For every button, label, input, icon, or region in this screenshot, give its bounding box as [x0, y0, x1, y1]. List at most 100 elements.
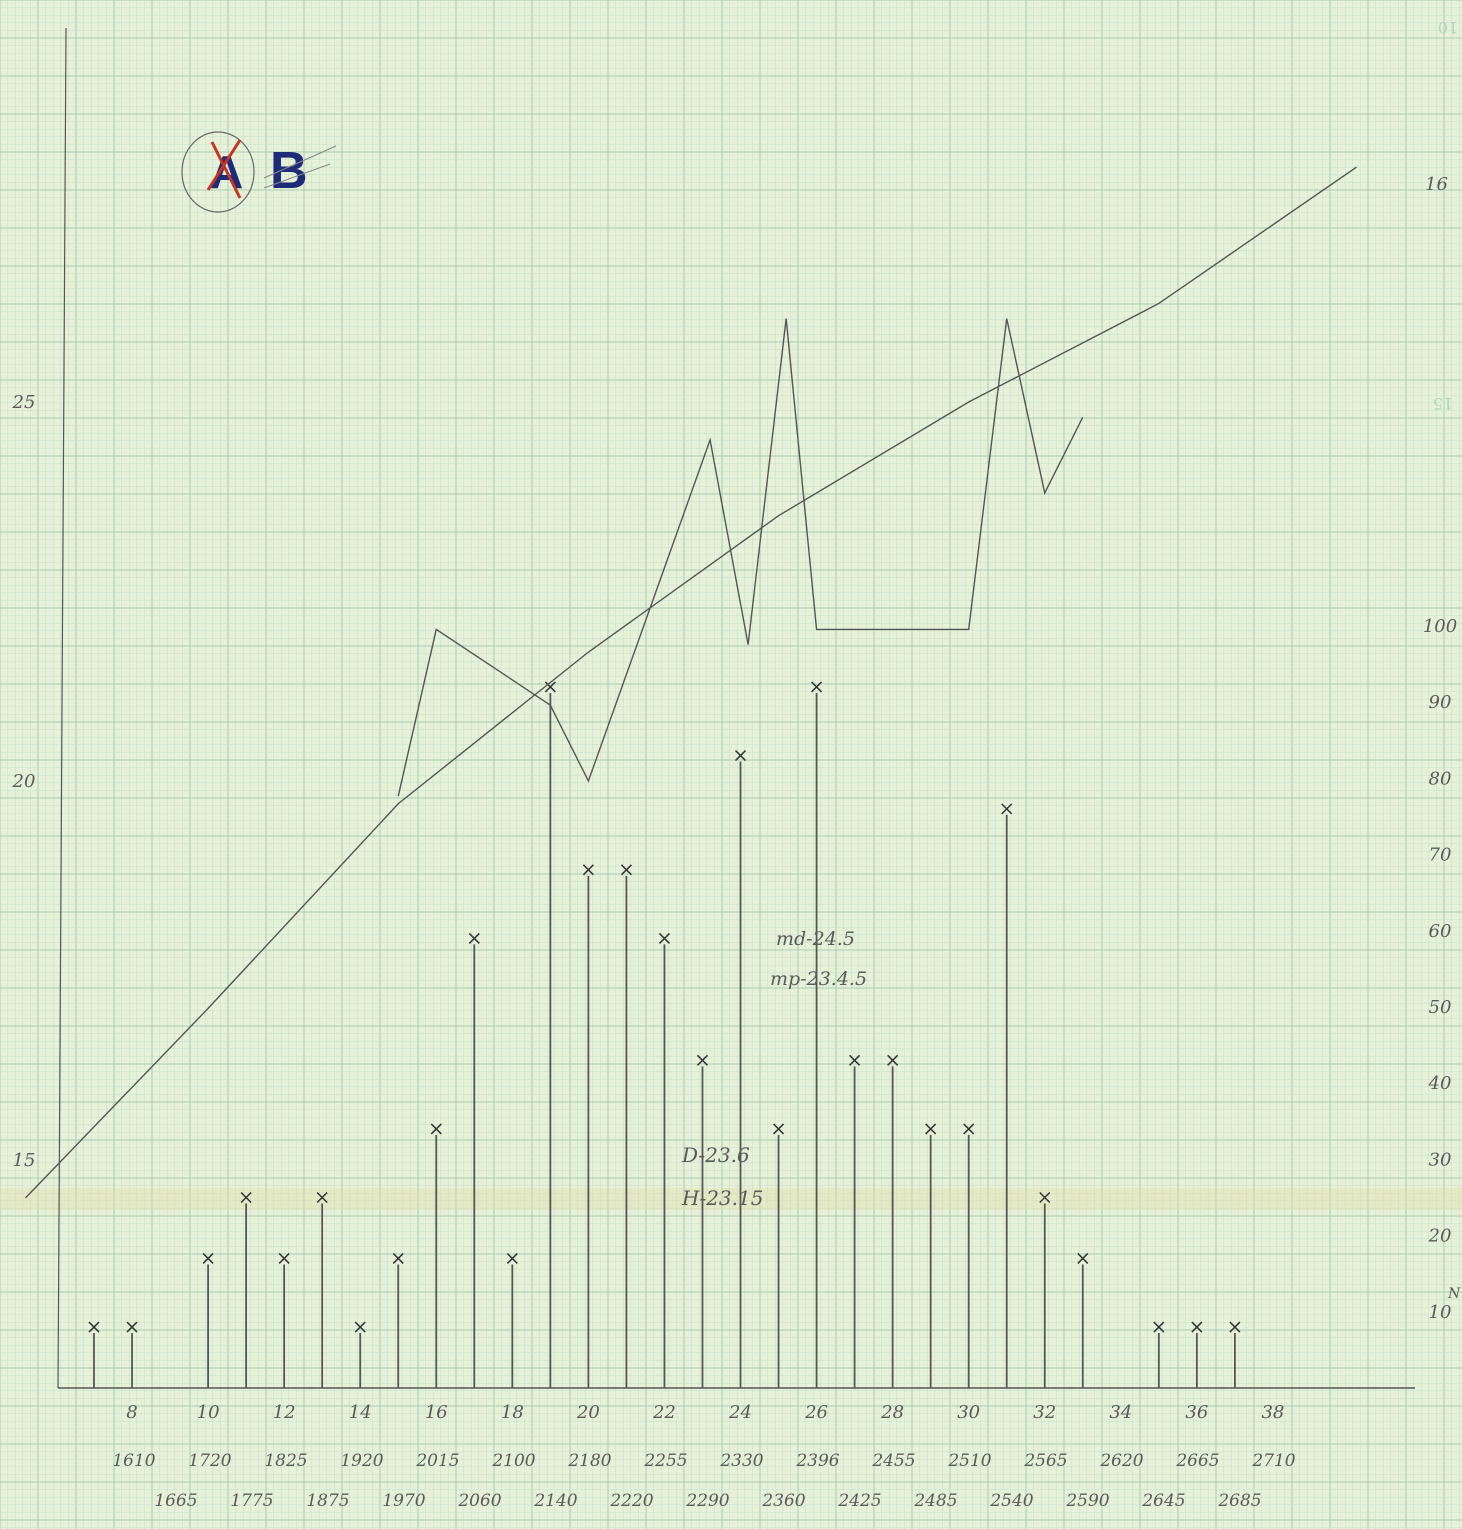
bar-top-marker: [544, 681, 556, 693]
red-cross-mark: [206, 139, 242, 199]
x-tick-label: 32: [1033, 1402, 1056, 1423]
size-row1-label: 2710: [1251, 1451, 1295, 1471]
x-tick-label: 24: [728, 1402, 752, 1423]
x-tick-label: 22: [652, 1402, 676, 1423]
size-row2-label: 2425: [837, 1491, 881, 1511]
label-b: B: [270, 142, 308, 200]
size-row1-label: 2100: [491, 1451, 535, 1471]
size-row1-label: 2455: [871, 1451, 915, 1471]
x-tick-label: 10: [197, 1402, 220, 1423]
size-row1-label: 2665: [1175, 1451, 1219, 1471]
bar-top-marker: [1153, 1321, 1165, 1333]
size-row2-label: 1875: [306, 1491, 349, 1511]
bar-top-marker: [1191, 1321, 1203, 1333]
size-row2-label: 1775: [230, 1491, 273, 1511]
size-row2-label: 1970: [382, 1491, 425, 1511]
left-y-tick-label: 25: [12, 392, 36, 413]
bar-top-marker: [849, 1054, 861, 1066]
grid-number-top: 10: [1438, 18, 1458, 37]
bar-top-marker: [582, 864, 594, 876]
size-row2-label: 2645: [1141, 1491, 1185, 1511]
bar-top-marker: [126, 1321, 138, 1333]
line-series: [25, 166, 1357, 1199]
grid-number-mid: 15: [1433, 394, 1453, 413]
size-row2-label: 2590: [1065, 1491, 1109, 1511]
bar-top-marker: [1077, 1252, 1089, 1264]
size-row2-label: 1665: [154, 1491, 197, 1511]
right-y-tick-label: 100: [1423, 616, 1457, 637]
annotation-md: md-24.5: [776, 928, 855, 950]
bar-top-marker: [1229, 1321, 1241, 1333]
left-vertical-axis: [57, 27, 67, 1389]
right-y-tick-label: 10: [1429, 1302, 1452, 1323]
curve-end-number: 16: [1425, 174, 1448, 195]
size-row1-label: 2396: [795, 1451, 839, 1471]
size-row2-label: 2485: [913, 1491, 957, 1511]
right-y-tick-label: 70: [1429, 845, 1452, 866]
right-y-tick-label: 20: [1428, 1226, 1452, 1247]
bar-top-marker: [316, 1191, 328, 1204]
annotation-h: H-23.15: [681, 1186, 763, 1210]
size-row1-label: 2330: [719, 1451, 763, 1471]
x-tick-label: 26: [804, 1402, 828, 1423]
right-y-tick-label: 60: [1429, 921, 1452, 942]
bar-top-marker: [1001, 803, 1013, 815]
x-tick-label: 38: [1261, 1402, 1284, 1423]
bar-top-marker: [620, 864, 632, 876]
bar-top-marker: [773, 1123, 785, 1135]
size-row1-label: 1825: [264, 1451, 307, 1471]
bar-top-marker: [734, 750, 747, 762]
x-tick-label: 20: [576, 1402, 600, 1423]
bar-top-marker: [278, 1252, 290, 1264]
size-row1-label: 2620: [1099, 1451, 1143, 1471]
axis-tick-labels: 8 10 12 14 16 18 20 22 24 26 28 30 32 34 36 38 10 20 30 40 5…: [12, 392, 1461, 1511]
x-tick-label: 12: [273, 1402, 296, 1423]
right-axis-label: N: [1447, 1286, 1461, 1302]
bar-top-marker: [506, 1252, 518, 1264]
x-tick-label: 30: [957, 1402, 980, 1423]
x-tick-label: 34: [1109, 1402, 1132, 1423]
x-tick-label: 28: [880, 1402, 904, 1423]
size-row1-label: 2255: [643, 1451, 687, 1471]
histogram-bars: [88, 681, 1241, 1388]
x-tick-label: 16: [425, 1402, 448, 1423]
size-row2-label: 2220: [609, 1491, 653, 1511]
yellow-stain-band: [0, 1188, 1462, 1210]
right-y-tick-label: 50: [1429, 997, 1452, 1018]
right-y-tick-label: 80: [1429, 768, 1452, 789]
bar-top-marker: [811, 681, 823, 693]
size-row1-label: 2180: [567, 1451, 611, 1471]
bar-top-marker: [963, 1123, 975, 1135]
annotation-mp: mp-23.4.5: [770, 968, 867, 990]
size-row2-label: 2685: [1217, 1491, 1261, 1511]
x-tick-label: 8: [126, 1402, 137, 1423]
corner-label: A B: [181, 131, 337, 213]
bar-top-marker: [88, 1321, 100, 1333]
left-y-tick-label: 20: [12, 771, 36, 792]
size-row1-label: 2510: [947, 1451, 991, 1471]
size-row1-label: 2015: [415, 1451, 459, 1471]
size-row1-label: 1610: [112, 1451, 155, 1471]
bar-top-marker: [887, 1054, 899, 1066]
size-row2-label: 2360: [761, 1491, 805, 1511]
right-y-tick-label: 30: [1429, 1149, 1452, 1170]
fitted-curve: [25, 166, 1357, 1199]
right-y-tick-label: 90: [1429, 692, 1452, 713]
pencil-strokes: [263, 145, 337, 189]
size-row2-label: 2140: [533, 1491, 577, 1511]
bar-top-marker: [354, 1321, 366, 1333]
bar-top-marker: [392, 1252, 404, 1264]
size-row1-label: 2565: [1023, 1451, 1067, 1471]
size-row2-label: 2060: [457, 1491, 501, 1511]
size-row1-label: 1720: [188, 1451, 231, 1471]
right-y-tick-label: 40: [1428, 1073, 1452, 1094]
bar-top-marker: [1039, 1191, 1051, 1204]
size-row2-label: 2290: [685, 1491, 729, 1511]
bar-top-marker: [658, 932, 670, 944]
size-row2-label: 2540: [989, 1491, 1033, 1511]
x-tick-label: 18: [501, 1402, 524, 1423]
bar-top-marker: [925, 1123, 937, 1135]
bar-top-marker: [240, 1191, 252, 1204]
